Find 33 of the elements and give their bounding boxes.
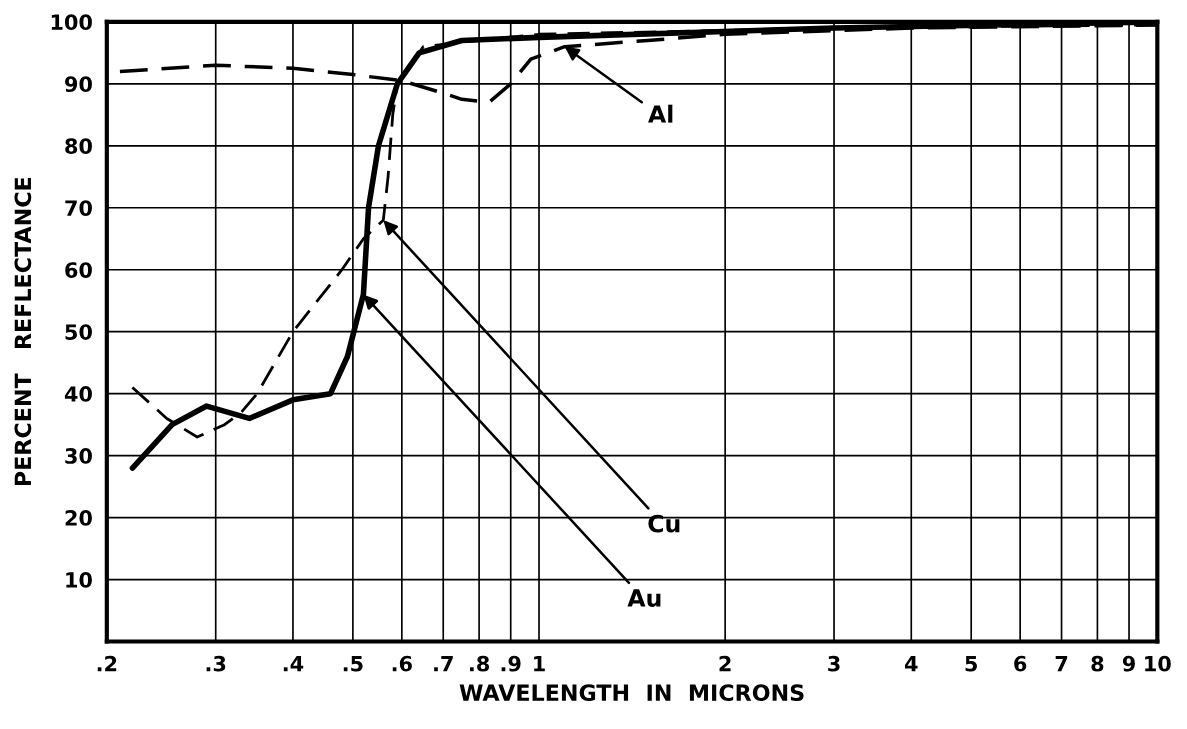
x-tick-label: 3 <box>828 655 840 672</box>
x-tick-label: .7 <box>434 656 453 672</box>
y-tick-label: 80 <box>65 138 92 155</box>
x-tick-label: 10 <box>1145 655 1171 672</box>
x-tick-label: .8 <box>470 655 489 672</box>
x-tick-label: 6 <box>1014 655 1027 672</box>
y-tick-label: 20 <box>65 510 92 526</box>
y-tick-label: 70 <box>65 200 92 216</box>
y-tick-label: 60 <box>65 262 92 278</box>
x-tick-label: .4 <box>283 656 304 672</box>
x-tick-label: 2 <box>719 655 731 672</box>
y-axis-title: PERCENT REFLECTANCE <box>14 177 32 486</box>
x-tick-label: .3 <box>206 655 226 672</box>
x-tick-label: .6 <box>392 655 412 672</box>
x-tick-label: 4 <box>904 656 918 672</box>
x-tick-label: 1 <box>534 656 545 672</box>
y-tick-label: 90 <box>65 76 92 93</box>
y-tick-label: 10 <box>66 572 92 588</box>
x-tick-label: 8 <box>1091 655 1104 672</box>
x-axis-title: WAVELENGTH IN MICRONS <box>459 684 804 702</box>
y-tick-label: 50 <box>65 324 92 340</box>
x-tick-label: .2 <box>97 655 117 672</box>
y-tick-label: 40 <box>64 386 92 402</box>
annotation: Al <box>648 104 673 123</box>
annotation: Au <box>627 589 661 607</box>
y-tick-label: 100 <box>51 14 92 31</box>
x-tick-label: .5 <box>343 656 363 672</box>
x-tick-label: 9 <box>1122 655 1135 672</box>
x-tick-label: 5 <box>965 656 977 672</box>
annotation: Cu <box>648 514 680 533</box>
x-tick-label: .9 <box>501 655 521 672</box>
y-tick-label: 30 <box>65 448 92 464</box>
x-tick-label: 7 <box>1055 656 1068 672</box>
